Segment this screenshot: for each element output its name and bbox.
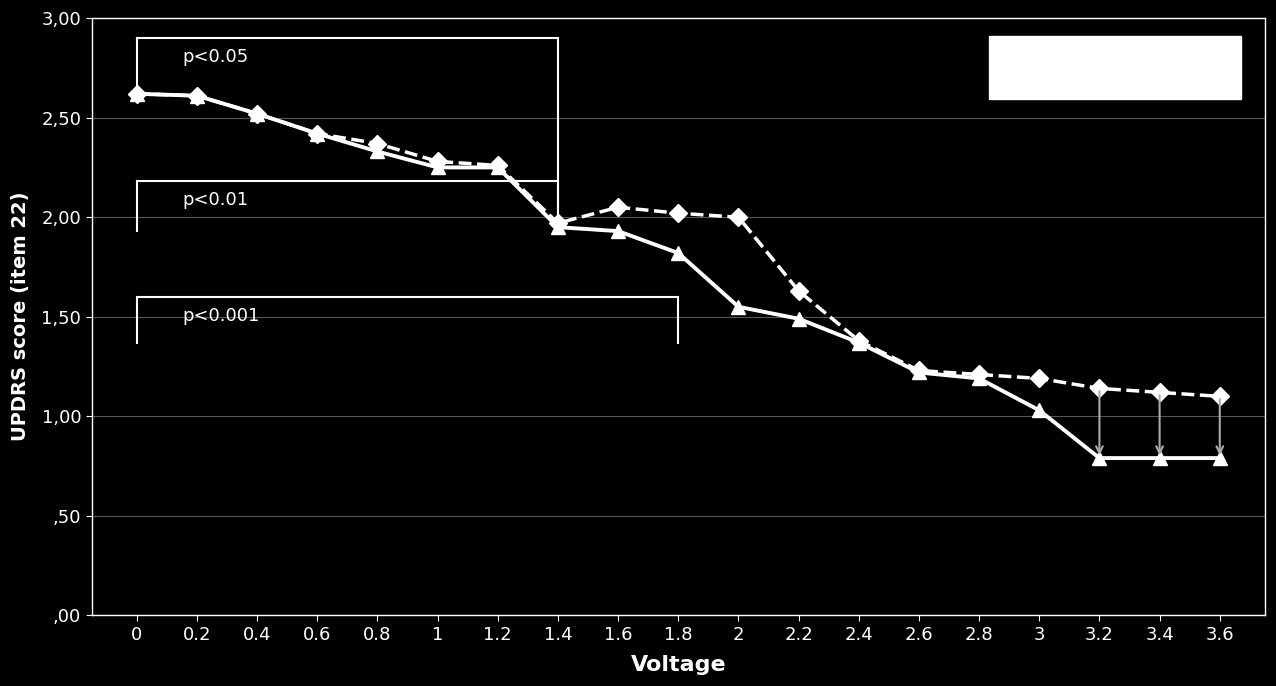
Y-axis label: UPDRS score (item 22): UPDRS score (item 22)	[11, 192, 31, 442]
Text: p<0.05: p<0.05	[182, 48, 248, 66]
Bar	[989, 36, 1242, 99]
X-axis label: Voltage: Voltage	[630, 655, 726, 675]
Text: p<0.01: p<0.01	[182, 191, 248, 209]
Text: p<0.001: p<0.001	[182, 307, 259, 324]
